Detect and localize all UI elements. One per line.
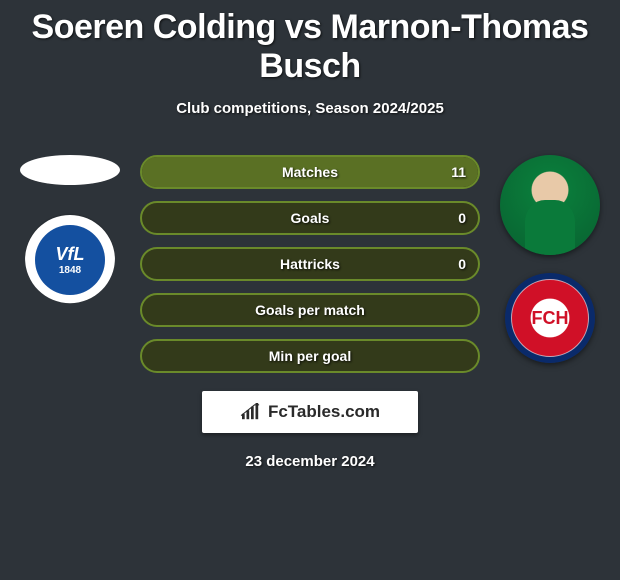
left-column: VfL 1848 <box>20 155 120 305</box>
right-column: FCH <box>500 155 600 363</box>
stats-container: Matches 11 Goals 0 Hattricks 0 Goals per match… <box>140 155 480 373</box>
title-separator: vs <box>276 8 331 46</box>
club-bochum-year: 1848 <box>59 265 81 276</box>
stat-label: Hattricks <box>280 256 340 272</box>
stat-row: Hattricks 0 <box>140 247 480 281</box>
stat-row: Goals 0 <box>140 201 480 235</box>
club-heidenheim-short: FCH <box>532 308 569 329</box>
brand-box: FcTables.com <box>202 391 418 433</box>
club-logo-bochum: VfL 1848 <box>25 215 115 305</box>
stat-value-right: 11 <box>451 164 466 180</box>
club-logo-heidenheim: FCH <box>505 273 595 363</box>
stat-label: Goals per match <box>255 302 365 318</box>
player1-photo-placeholder <box>20 155 120 185</box>
page-title: Soeren Colding vs Marnon-Thomas Busch <box>0 0 620 86</box>
stat-label: Matches <box>282 164 338 180</box>
brand-text: FcTables.com <box>268 402 380 422</box>
bar-chart-icon <box>240 403 262 421</box>
club-bochum-short: VfL <box>56 244 85 265</box>
stat-label: Goals <box>291 210 330 226</box>
stat-value-right: 0 <box>458 210 466 226</box>
subtitle: Club competitions, Season 2024/2025 <box>0 100 620 117</box>
content-area: VfL 1848 FCH Matches11Goals0Hattricks0Go… <box>0 155 620 470</box>
stat-label: Min per goal <box>269 348 351 364</box>
stat-row: Goals per match <box>140 293 480 327</box>
date-text: 23 december 2024 <box>0 453 620 470</box>
stat-row: Matches 11 <box>140 155 480 189</box>
player2-photo <box>500 155 600 255</box>
stat-row: Min per goal <box>140 339 480 373</box>
stat-value-right: 0 <box>458 256 466 272</box>
player1-name: Soeren Colding <box>32 8 276 46</box>
